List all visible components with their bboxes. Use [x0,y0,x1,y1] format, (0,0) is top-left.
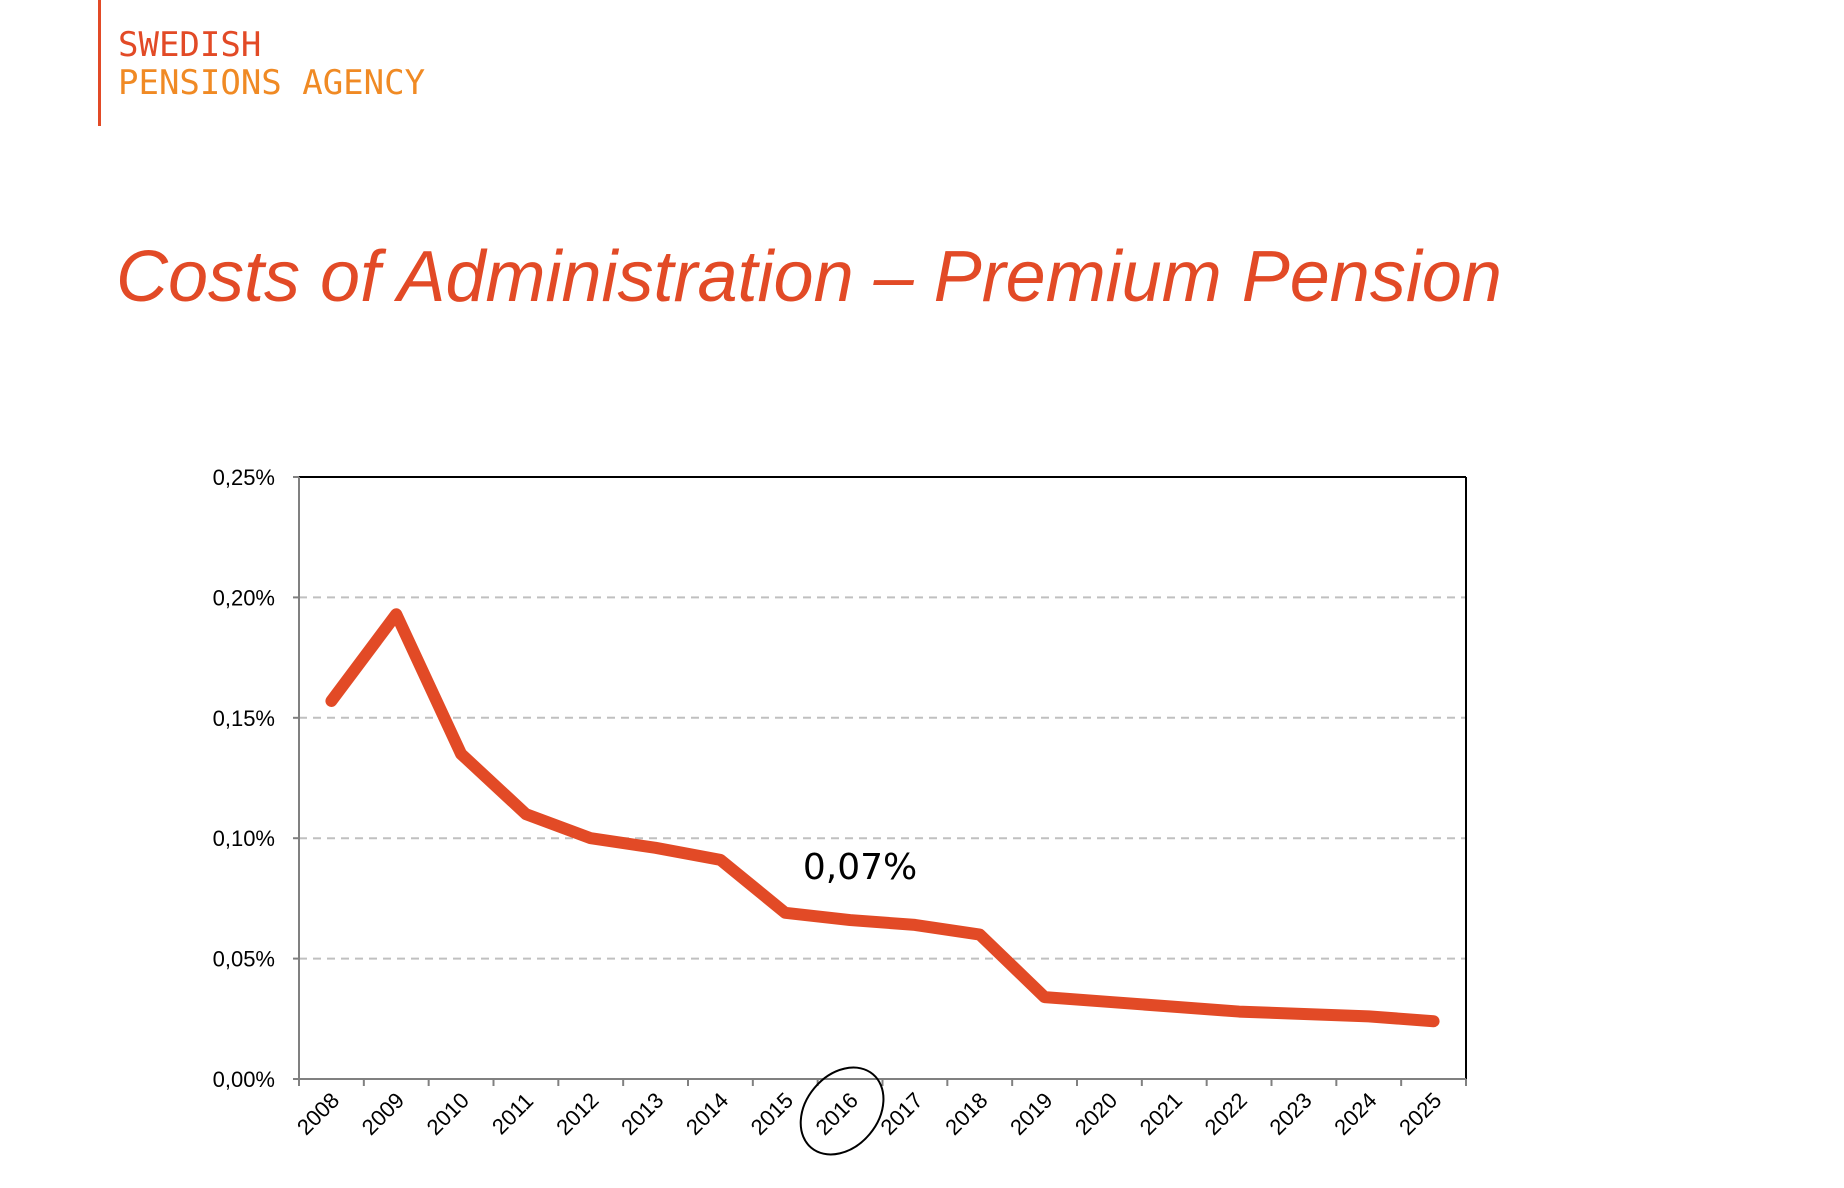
x-tick-label: 2019 [1005,1088,1057,1140]
logo-line-2: PENSIONS AGENCY [118,63,426,103]
x-tick-label: 2014 [681,1088,733,1140]
x-tick-label: 2010 [422,1088,474,1140]
annotation-label: 0,07% [803,847,917,888]
x-tick-label: 2024 [1329,1088,1381,1140]
logo-bar [98,0,101,126]
x-tick-label: 2023 [1264,1088,1316,1140]
x-tick-label: 2013 [616,1088,668,1140]
x-tick-label: 2012 [551,1088,603,1140]
x-tick-label: 2021 [1135,1088,1187,1140]
x-tick-label: 2022 [1200,1088,1252,1140]
y-tick-label: 0,20% [213,585,275,610]
x-tick-label: 2018 [940,1088,992,1140]
highlight-circle [799,1066,885,1156]
y-tick-label: 0,10% [213,826,275,851]
logo-line-1: SWEDISH [118,25,262,65]
y-tick-label: 0,00% [213,1067,275,1092]
logo: SWEDISH PENSIONS AGENCY [118,26,425,102]
x-tick-label: 2015 [746,1088,798,1140]
y-tick-label: 0,15% [213,706,275,731]
page-title: Costs of Administration – Premium Pensio… [116,237,1502,317]
y-tick-label: 0,25% [213,465,275,490]
x-tick-label: 2009 [357,1088,409,1140]
x-tick-label: 2025 [1394,1088,1446,1140]
x-tick-label: 2016 [811,1088,863,1140]
x-tick-label: 2020 [1070,1088,1122,1140]
x-tick-label: 2008 [292,1088,344,1140]
x-tick-label: 2011 [487,1088,538,1139]
y-tick-label: 0,05% [213,947,275,972]
series-line [325,608,1440,1028]
